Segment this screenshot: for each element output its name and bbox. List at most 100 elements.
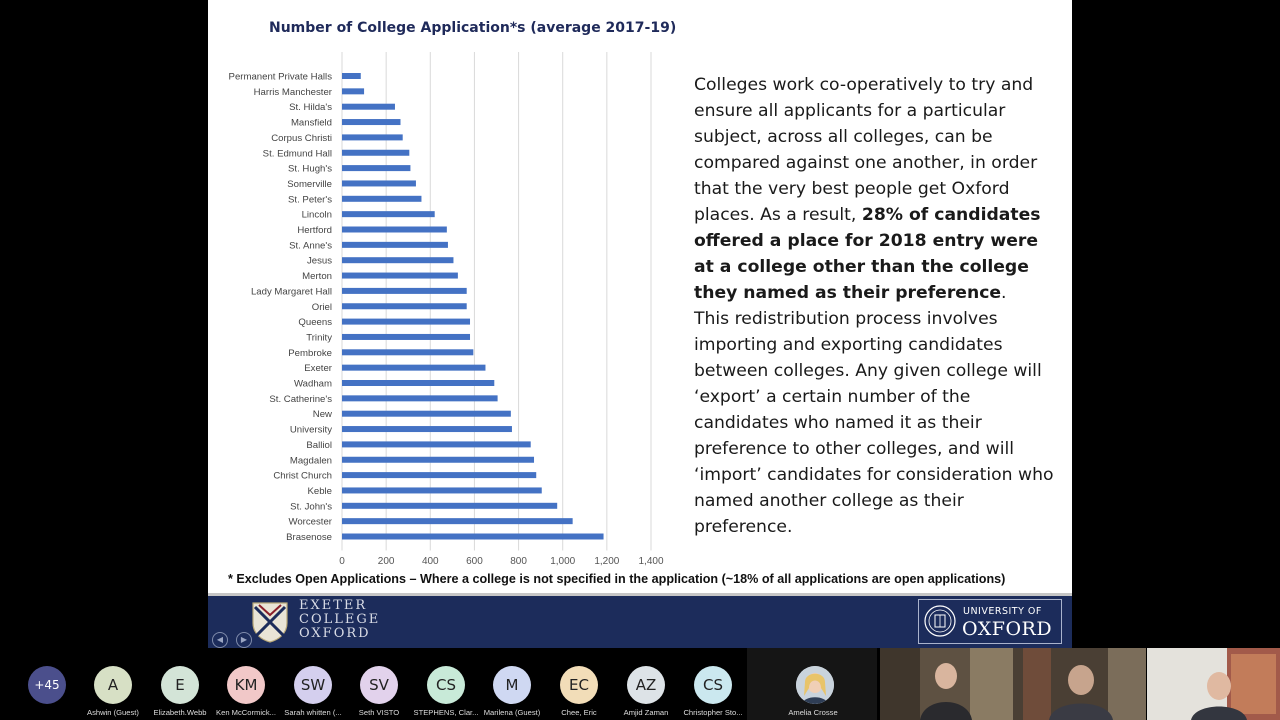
bar	[342, 303, 467, 310]
category-label: Pembroke	[288, 348, 332, 359]
participant-name: Ashwin (Guest)	[87, 708, 139, 717]
category-label: Brasenose	[286, 532, 332, 543]
participant-name: Elizabeth.Webb	[153, 708, 207, 717]
x-tick-label: 1,000	[550, 556, 575, 567]
participant-tile[interactable]: KM Ken McCormick...	[213, 648, 279, 720]
footnote: * Excludes Open Applications – Where a c…	[228, 572, 1006, 586]
bar	[342, 134, 403, 141]
category-label: St. Anne's	[289, 240, 332, 251]
avatar: KM	[227, 666, 265, 704]
slide-navigation: ◀ ▶	[212, 629, 260, 648]
participant-tile[interactable]: AZ Amjid Zaman	[613, 648, 679, 720]
university-of-oxford-logo: UNIVERSITY OF OXFORD	[918, 599, 1062, 644]
slide-footer: EXETER COLLEGE OXFORD ◀ ▶ UNIVERSITY OF O…	[208, 593, 1072, 648]
bar	[342, 165, 411, 172]
next-arrow-icon[interactable]: ▶	[236, 631, 252, 648]
participant-video-amelia[interactable]: Amelia Crosse	[747, 648, 877, 720]
category-label: St. Catherine's	[269, 394, 332, 405]
bar	[342, 272, 458, 279]
body-text: Colleges work co-operatively to try and …	[694, 72, 1054, 540]
participant-tile[interactable]: E Elizabeth.Webb	[147, 648, 213, 720]
participant-tile[interactable]: SV Seth VISTO	[346, 648, 412, 720]
avatar: M	[493, 666, 531, 704]
category-label: St. Edmund Hall	[263, 148, 332, 159]
participant-tile[interactable]: EC Chee, Eric	[546, 648, 612, 720]
category-label: Hertford	[297, 225, 332, 236]
x-tick-label: 200	[378, 556, 395, 567]
bar	[342, 103, 395, 110]
presentation-slide: Number of College Application*s (average…	[208, 0, 1072, 648]
bar	[342, 257, 454, 264]
bar	[342, 318, 471, 325]
x-tick-label: 400	[422, 556, 439, 567]
bar	[342, 226, 447, 233]
bar	[342, 472, 537, 479]
bar	[342, 149, 410, 156]
category-label: St. Peter's	[288, 194, 332, 205]
bar	[342, 410, 511, 417]
exeter-college-wordmark: EXETER COLLEGE OXFORD	[299, 598, 381, 641]
participant-name: Amelia Crosse	[788, 708, 838, 717]
participant-name: Ken McCormick...	[216, 708, 276, 717]
category-label: Permanent Private Halls	[229, 72, 333, 83]
category-label: Worcester	[288, 517, 332, 528]
bar	[342, 287, 467, 294]
x-tick-label: 1,400	[638, 556, 663, 567]
category-label: Christ Church	[273, 471, 332, 482]
participant-tile[interactable]: CS STEPHENS, Clar...	[413, 648, 479, 720]
bar	[342, 211, 435, 218]
bar	[342, 380, 495, 386]
bar	[342, 349, 474, 356]
bar	[342, 441, 531, 448]
avatar: E	[161, 666, 199, 704]
participant-video-1[interactable]	[880, 648, 1013, 720]
bar	[342, 502, 558, 509]
category-label: Lincoln	[302, 210, 332, 221]
category-label: Somerville	[287, 179, 332, 190]
avatar: CS	[694, 666, 732, 704]
category-label: Exeter	[304, 363, 333, 374]
bar	[342, 518, 573, 525]
participant-name: Seth VISTO	[358, 708, 400, 717]
category-label: Harris Manchester	[254, 87, 333, 98]
more-participants-button[interactable]: +45	[28, 666, 66, 704]
bar	[342, 195, 422, 202]
avatar: A	[94, 666, 132, 704]
category-label: Magdalen	[290, 455, 332, 466]
bar	[342, 395, 498, 402]
participant-video-2[interactable]	[1013, 648, 1146, 720]
video-feed	[1147, 648, 1280, 720]
category-label: Merton	[302, 271, 332, 282]
category-label: St. John's	[290, 501, 332, 512]
paragraph-2: This redistribution process involves imp…	[694, 309, 1054, 537]
category-label: Trinity	[306, 332, 332, 343]
participant-video-3[interactable]	[1147, 648, 1280, 720]
highlight-statistic: 28% of candidates offered a place for 20…	[694, 205, 1041, 303]
participant-tile[interactable]: SW Sarah whitten (...	[280, 648, 346, 720]
avatar: AZ	[627, 666, 665, 704]
category-label: Mansfield	[291, 118, 332, 129]
participant-name: Christopher Sto...	[683, 708, 743, 717]
bar	[342, 119, 401, 126]
bar	[342, 180, 416, 187]
participant-tile[interactable]: M Marilena (Guest)	[479, 648, 545, 720]
bar	[342, 364, 486, 371]
x-tick-label: 800	[510, 556, 527, 567]
bar	[342, 487, 542, 494]
prev-arrow-icon[interactable]: ◀	[212, 631, 228, 648]
participant-tile[interactable]: A Ashwin (Guest)	[80, 648, 146, 720]
video-feed	[1013, 648, 1146, 720]
participants-strip: +45 A Ashwin (Guest) E Elizabeth.Webb KM Ken …	[0, 648, 1280, 720]
avatar: CS	[427, 666, 465, 704]
participant-tile[interactable]: CS Christopher Sto...	[680, 648, 746, 720]
participant-name: Marilena (Guest)	[483, 708, 541, 717]
bar	[342, 88, 365, 95]
bar	[342, 73, 361, 79]
category-label: Queens	[298, 317, 332, 328]
participant-name: Amjid Zaman	[623, 708, 669, 717]
category-label: Oriel	[312, 302, 332, 313]
avatar: SV	[360, 666, 398, 704]
x-tick-label: 1,200	[594, 556, 619, 567]
avatar: EC	[560, 666, 598, 704]
paragraph-1: Colleges work co-operatively to try and …	[694, 75, 1041, 303]
